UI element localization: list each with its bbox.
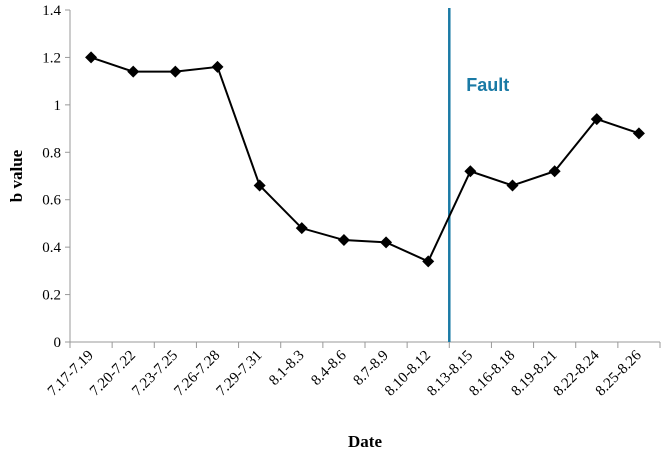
- data-point: [337, 234, 350, 247]
- data-point: [295, 222, 308, 235]
- y-tick-label: 1.4: [42, 3, 61, 19]
- y-tick-label: 0.2: [42, 288, 61, 304]
- y-tick-label: 0.8: [42, 145, 61, 161]
- data-point: [127, 65, 140, 78]
- x-tick-label: 8.19-8.21: [508, 348, 560, 400]
- y-axis-ticks: 0 0.2 0.4 0.6 0.8 1 1.2 1.4: [42, 3, 70, 351]
- data-point: [506, 179, 519, 192]
- x-tick-label: 7.26-7.28: [171, 348, 223, 400]
- x-tick-label: 8.25-8.26: [593, 347, 645, 399]
- x-tick-label: 8.4-8.6: [308, 347, 350, 389]
- x-tick-label: 7.17-7.19: [45, 348, 97, 400]
- data-point: [253, 179, 266, 192]
- y-tick-label: 1: [54, 98, 62, 114]
- x-tick-label: 7.29-7.31: [213, 348, 265, 400]
- data-point: [590, 113, 603, 126]
- fault-label: Fault: [466, 75, 509, 95]
- x-tick-label: 8.1-8.3: [266, 348, 307, 389]
- y-tick-label: 0.4: [42, 240, 61, 256]
- series-group: [85, 51, 645, 268]
- x-tick-label: 8.7-8.9: [351, 348, 392, 389]
- x-axis-title: Date: [348, 432, 382, 451]
- x-tick-label: 8.13-8.15: [424, 348, 476, 400]
- x-tick-label: 7.23-7.25: [129, 348, 181, 400]
- y-tick-label: 1.2: [42, 50, 61, 66]
- y-tick-label: 0.6: [42, 193, 61, 209]
- data-point: [464, 165, 477, 178]
- x-tick-label: 8.16-8.18: [466, 348, 518, 400]
- y-tick-label: 0: [54, 335, 62, 351]
- x-tick-label: 8.10-8.12: [382, 348, 434, 400]
- data-point: [380, 236, 393, 249]
- x-tick-label: 7.20-7.22: [87, 348, 139, 400]
- data-point: [548, 165, 561, 178]
- y-axis-title: b value: [7, 149, 26, 202]
- data-point: [632, 127, 645, 140]
- data-point: [211, 60, 224, 73]
- x-axis-ticks: 7.17-7.197.20-7.227.23-7.257.26-7.287.29…: [45, 342, 661, 400]
- data-point: [422, 255, 435, 268]
- series-line: [90, 56, 640, 263]
- data-point: [169, 65, 182, 78]
- data-point: [85, 51, 98, 64]
